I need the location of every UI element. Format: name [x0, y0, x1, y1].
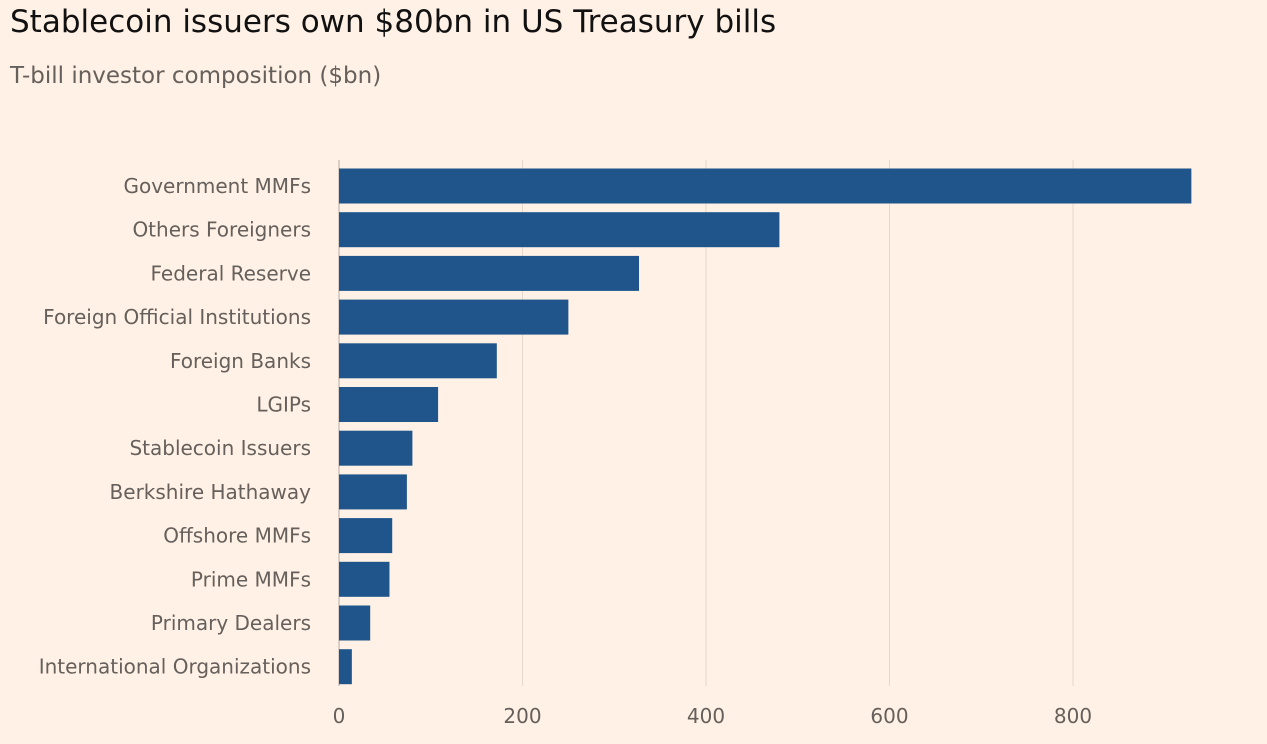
gridlines	[338, 160, 1074, 686]
bar	[339, 299, 569, 335]
category-label: Federal Reserve	[151, 261, 312, 285]
category-label: Berkshire Hathaway	[110, 480, 312, 504]
bar	[339, 561, 390, 597]
bar	[339, 387, 439, 422]
chart-subtitle: T-bill investor composition ($bn)	[10, 63, 382, 89]
bar	[339, 343, 497, 379]
category-label: Offshore MMFs	[163, 524, 311, 548]
chart-title: Stablecoin issuers own $80bn in US Treas…	[10, 4, 777, 40]
category-label: Foreign Official Institutions	[43, 305, 311, 329]
x-tick-label: 400	[687, 704, 725, 728]
x-tick-label: 600	[870, 704, 908, 728]
bar	[339, 168, 1192, 204]
category-label: Others Foreigners	[132, 218, 311, 242]
category-label: Prime MMFs	[191, 567, 311, 591]
category-label: Foreign Banks	[170, 349, 311, 373]
category-label: LGIPs	[256, 393, 311, 417]
x-tick-label: 800	[1054, 704, 1092, 728]
bar	[339, 649, 352, 685]
x-tick-label: 0	[333, 704, 346, 728]
category-label: Government MMFs	[123, 174, 311, 198]
bar	[339, 212, 780, 248]
x-tick-label: 200	[503, 704, 541, 728]
category-labels: Government MMFs Others Foreigners Federal …	[39, 174, 311, 679]
x-tick-labels: 0 200 400 600 800	[333, 704, 1092, 728]
bars	[339, 168, 1192, 685]
bar	[339, 474, 407, 510]
category-label: Primary Dealers	[151, 611, 311, 635]
bar	[339, 518, 393, 554]
bar	[339, 430, 413, 466]
bar	[339, 255, 640, 291]
category-label: Stablecoin Issuers	[129, 436, 311, 460]
bar	[339, 605, 371, 641]
category-label: International Organizations	[39, 655, 311, 679]
